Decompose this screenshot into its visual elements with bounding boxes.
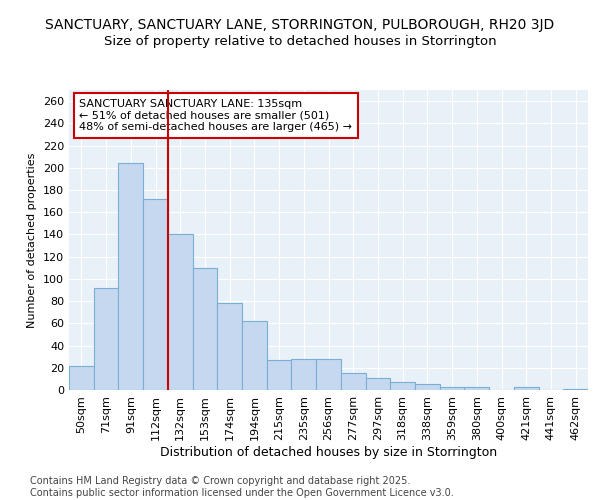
Bar	[464, 386, 489, 390]
Bar	[143, 199, 168, 390]
X-axis label: Distribution of detached houses by size in Storrington: Distribution of detached houses by size …	[160, 446, 497, 458]
Text: SANCTUARY, SANCTUARY LANE, STORRINGTON, PULBOROUGH, RH20 3JD: SANCTUARY, SANCTUARY LANE, STORRINGTON, …	[46, 18, 554, 32]
Bar	[341, 374, 365, 390]
Bar	[168, 234, 193, 390]
Bar	[69, 366, 94, 390]
Bar	[390, 382, 415, 390]
Bar	[365, 378, 390, 390]
Text: SANCTUARY SANCTUARY LANE: 135sqm
← 51% of detached houses are smaller (501)
48% : SANCTUARY SANCTUARY LANE: 135sqm ← 51% o…	[79, 99, 352, 132]
Bar	[292, 359, 316, 390]
Bar	[440, 386, 464, 390]
Bar	[267, 360, 292, 390]
Bar	[94, 288, 118, 390]
Bar	[514, 386, 539, 390]
Bar	[563, 389, 588, 390]
Bar	[415, 384, 440, 390]
Bar	[316, 359, 341, 390]
Y-axis label: Number of detached properties: Number of detached properties	[28, 152, 37, 328]
Bar	[193, 268, 217, 390]
Bar	[242, 321, 267, 390]
Bar	[118, 164, 143, 390]
Text: Size of property relative to detached houses in Storrington: Size of property relative to detached ho…	[104, 35, 496, 48]
Bar	[217, 304, 242, 390]
Text: Contains HM Land Registry data © Crown copyright and database right 2025.
Contai: Contains HM Land Registry data © Crown c…	[30, 476, 454, 498]
